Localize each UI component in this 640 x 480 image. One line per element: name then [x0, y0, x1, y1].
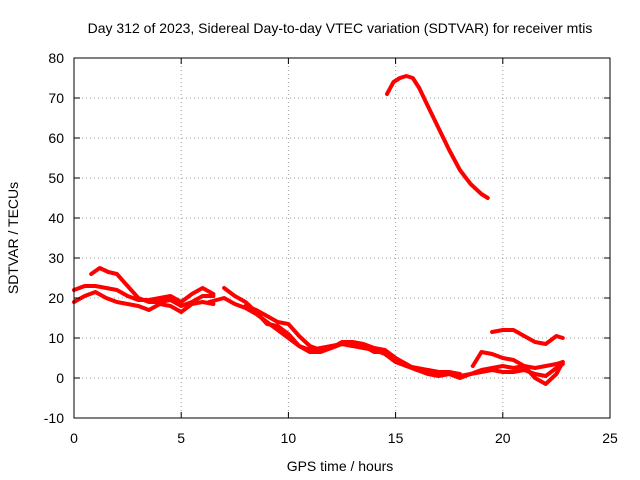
y-tick-label: 20	[48, 290, 64, 306]
y-tick-label: 60	[48, 130, 64, 146]
series-track-3	[89, 266, 216, 308]
y-tick-label: 80	[48, 50, 64, 66]
x-axis-label: GPS time / hours	[287, 458, 394, 474]
series-track-4	[207, 296, 565, 378]
y-tick-label: 30	[48, 250, 64, 266]
y-tick-label: 70	[48, 90, 64, 106]
axes: -10 0 10 20 30 40 50 60 70 80 0 5 10 15 20 25	[44, 50, 618, 446]
x-tick-label: 25	[602, 430, 618, 446]
x-tick-label: 15	[388, 430, 404, 446]
x-tick-label: 5	[177, 430, 185, 446]
y-tick-label: 40	[48, 210, 64, 226]
y-axis-label: SDTVAR / TECUs	[5, 182, 21, 294]
grid	[74, 58, 610, 418]
x-tick-label: 10	[281, 430, 297, 446]
series-track-5	[222, 286, 565, 380]
y-tick-label: -10	[44, 410, 64, 426]
x-tick-label: 0	[70, 430, 78, 446]
y-tick-label: 50	[48, 170, 64, 186]
series-track-6	[243, 304, 462, 376]
chart-title: Day 312 of 2023, Sidereal Day-to-day VTE…	[88, 20, 593, 36]
y-tick-label: 10	[48, 330, 64, 346]
series-track-2	[72, 290, 216, 314]
x-tick-label: 20	[495, 430, 511, 446]
series-track-9	[490, 328, 565, 346]
plot-frame	[73, 57, 611, 419]
data-series	[72, 74, 565, 386]
series-track-8	[470, 350, 565, 386]
series-track-7	[385, 74, 490, 200]
y-tick-label: 0	[56, 370, 64, 386]
